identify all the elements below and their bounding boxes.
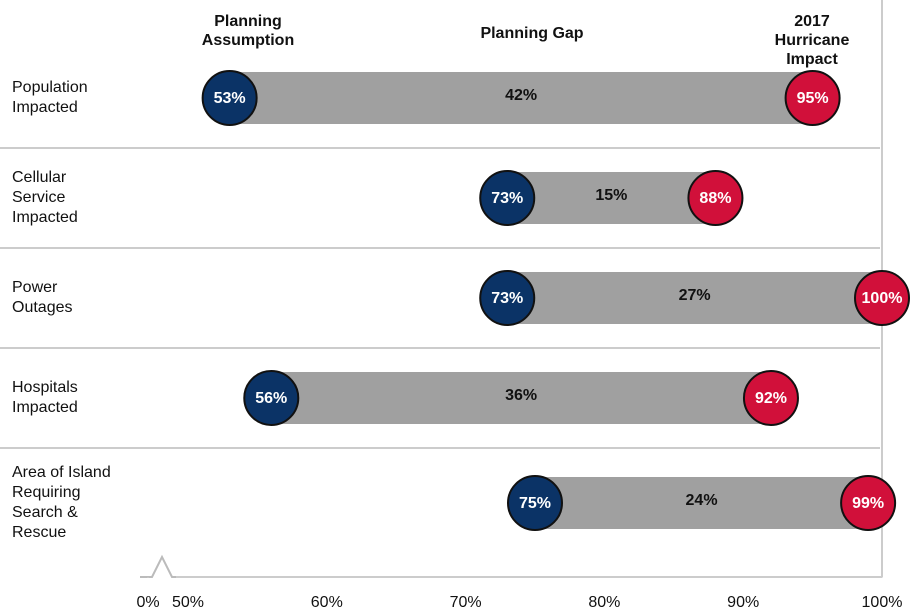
point-label: 56% [255, 390, 287, 407]
gap-label: 42% [505, 87, 537, 104]
category-label: Power Outages [12, 279, 73, 316]
point [243, 370, 300, 426]
category-label: Cellular Service Impacted [12, 169, 78, 226]
point [479, 170, 536, 226]
point-label: 95% [797, 90, 829, 107]
x-tick-label: 100% [862, 594, 903, 609]
x-tick-label: 60% [311, 594, 343, 609]
point [742, 370, 799, 426]
point [840, 475, 897, 531]
legend-entry: 2017 Hurricane Impact [774, 13, 850, 68]
category-label: Hospitals Impacted [12, 379, 78, 416]
gap-label: 36% [505, 387, 537, 404]
point-label: 92% [755, 390, 787, 407]
axis-line [140, 554, 176, 578]
point [854, 270, 910, 326]
legend-entry: Planning Assumption [201, 13, 295, 49]
x-tick-label: 80% [588, 594, 620, 609]
point [687, 170, 744, 226]
point [479, 270, 536, 326]
point-label: 73% [491, 190, 523, 207]
gap-label: 24% [686, 492, 718, 509]
point [201, 70, 258, 126]
gap-bar [271, 372, 771, 424]
point-label: 75% [519, 495, 551, 512]
point-label: 99% [852, 495, 884, 512]
point-label: 88% [699, 190, 731, 207]
point-label: 100% [862, 290, 903, 307]
x-tick-label: 70% [450, 594, 482, 609]
category-label: Population Impacted [12, 79, 88, 116]
point-label: 53% [214, 90, 246, 107]
x-tick-label: 50% [172, 594, 204, 609]
gap-bar [507, 272, 882, 324]
point-label: 73% [491, 290, 523, 307]
x-tick-label: 0% [136, 594, 159, 609]
point [507, 475, 563, 531]
x-tick-label: 90% [727, 594, 759, 609]
gap-label: 15% [595, 187, 627, 204]
gap-bar [535, 477, 869, 529]
gap-bar [229, 72, 813, 124]
category-label: Area of Island Requiring Search & Rescue [12, 464, 111, 541]
point [784, 70, 841, 126]
legend-entry: Planning Gap [480, 25, 584, 42]
gap-label: 27% [679, 287, 711, 304]
gap-bar [507, 172, 716, 224]
